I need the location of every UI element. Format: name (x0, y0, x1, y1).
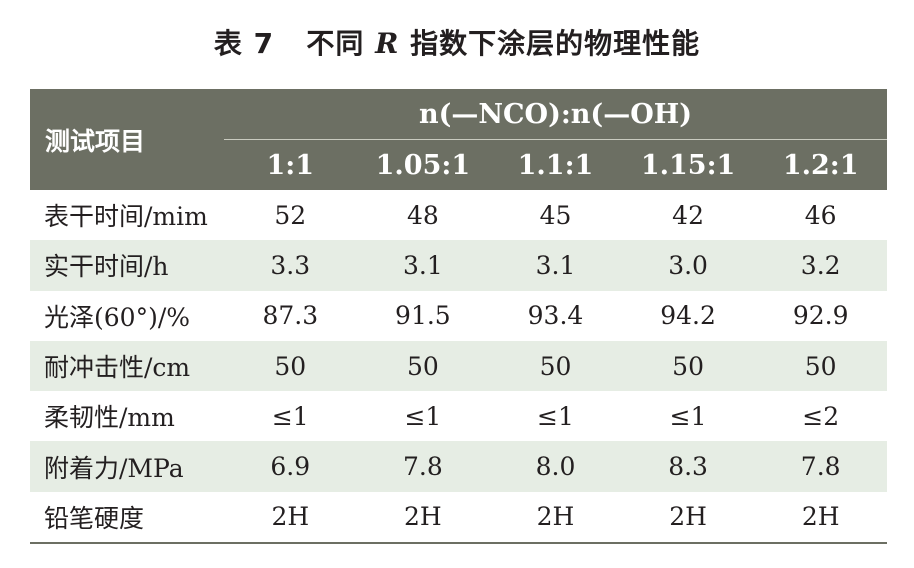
table-cell: ≤1 (404, 401, 442, 431)
table-row: 耐冲击性/cm 50 50 50 50 50 (30, 340, 887, 392)
table-row: 实干时间/h 3.3 3.1 3.1 3.0 3.2 (30, 240, 887, 291)
table-row: 附着力/MPa 6.9 7.8 8.0 8.3 7.8 (30, 441, 887, 492)
table-cell: 46 (804, 200, 837, 230)
row-label: 光泽(60°)/% (44, 302, 190, 332)
ratio-header-1: 1:1 (224, 139, 357, 190)
ratio-header-5: 1.2:1 (754, 139, 887, 190)
test-item-header: 测试项目 (30, 89, 224, 190)
table-cell: 7.8 (356, 441, 490, 492)
table-cell: 48 (406, 200, 439, 230)
table-cell: ≤1 (669, 401, 707, 431)
table-cell: 8.3 (621, 441, 755, 492)
table-caption: 表 7 不同 R 指数下涂层的物理性能 (0, 22, 914, 62)
table-cell: 2H (621, 491, 755, 545)
physical-properties-table: 测试项目 n(—NCO):n(—OH) 1:1 1.05:1 1.1:1 1.1… (30, 89, 887, 545)
table-cell: 93.4 (527, 301, 584, 331)
table-row: 柔韧性/mm ≤1 ≤1 ≤1 ≤1 ≤2 (30, 391, 887, 441)
caption-title-prefix: 不同 (306, 27, 365, 60)
table-cell: ≤1 (271, 401, 309, 431)
table-cell: 2H (356, 491, 490, 545)
table-cell: ≤2 (802, 401, 840, 431)
table-cell: 50 (489, 340, 622, 392)
table-cell: 3.0 (621, 240, 755, 291)
table-cell: 2H (224, 491, 357, 545)
table-body: 表干时间/mim 52 48 45 42 46 实干时间/h 3.3 3.1 3… (30, 190, 887, 545)
row-label: 表干时间/mim (44, 202, 208, 232)
table-cell: 52 (274, 200, 307, 230)
table-cell: 3.1 (356, 240, 490, 291)
caption-title-variable: R (375, 27, 400, 60)
table-cell: 50 (356, 340, 490, 392)
ratio-header-3: 1.1:1 (489, 139, 622, 190)
table-cell: 92.9 (792, 301, 849, 331)
table-cell: 42 (672, 200, 704, 230)
table-cell: 3.3 (224, 240, 357, 291)
row-label: 铅笔硬度 (30, 491, 224, 545)
table-cell: 91.5 (395, 301, 451, 331)
table-row: 表干时间/mim 52 48 45 42 46 (30, 190, 887, 240)
table-cell: 2H (489, 491, 622, 545)
table-header: 测试项目 n(—NCO):n(—OH) 1:1 1.05:1 1.1:1 1.1… (30, 89, 887, 190)
ratio-header-4: 1.15:1 (621, 139, 755, 190)
row-label: 附着力/MPa (30, 441, 224, 492)
table-cell: 6.9 (224, 441, 357, 492)
table-cell: 45 (539, 200, 572, 230)
row-label: 实干时间/h (30, 240, 224, 291)
table-cell: 50 (224, 340, 357, 392)
table-cell: 3.2 (754, 240, 887, 291)
table-cell: 50 (754, 340, 887, 392)
table-cell: 50 (621, 340, 755, 392)
caption-title-suffix: 指数下涂层的物理性能 (410, 27, 701, 60)
ratio-header-2: 1.05:1 (356, 139, 490, 190)
table-cell: 3.1 (489, 240, 622, 291)
table-row: 铅笔硬度 2H 2H 2H 2H 2H (30, 491, 887, 545)
table-cell: ≤1 (537, 401, 574, 431)
table-cell: 87.3 (262, 301, 319, 331)
row-label: 耐冲击性/cm (30, 340, 224, 392)
table-cell: 94.2 (660, 301, 716, 331)
table-cell: 2H (754, 491, 887, 545)
row-label: 柔韧性/mm (44, 403, 175, 433)
table-row: 光泽(60°)/% 87.3 91.5 93.4 94.2 92.9 (30, 291, 887, 341)
table-number: 表 7 (213, 27, 275, 60)
table-cell: 7.8 (754, 441, 887, 492)
table-cell: 8.0 (489, 441, 622, 492)
ratio-group-header: n(—NCO):n(—OH) (224, 89, 887, 140)
